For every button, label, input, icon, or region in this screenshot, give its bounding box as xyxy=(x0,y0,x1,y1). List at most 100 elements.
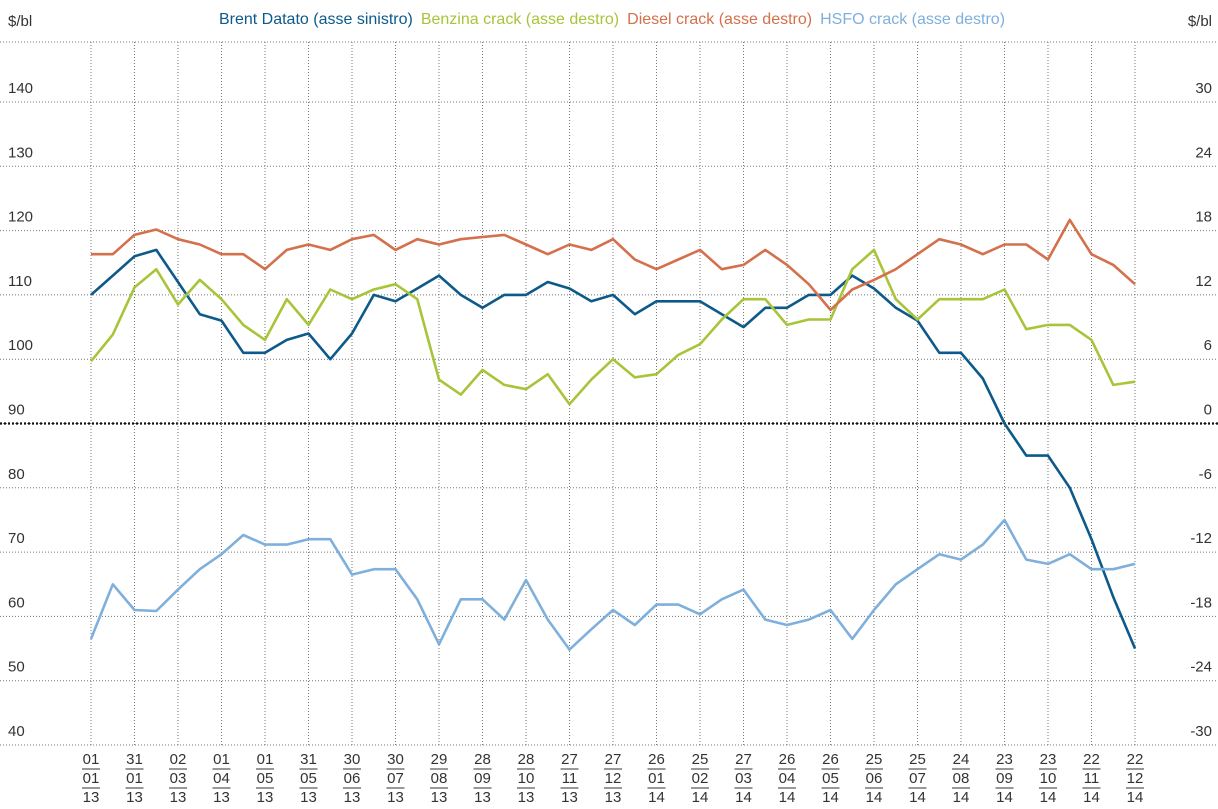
x-tick-label: 04 xyxy=(779,770,796,787)
x-tick-label: 14 xyxy=(779,789,796,806)
x-tick-label: 28 xyxy=(518,751,535,768)
x-tick-label: 11 xyxy=(1084,770,1100,787)
series-line xyxy=(89,248,1136,406)
y-tick-label: 60 xyxy=(8,594,25,611)
x-tick-label: 30 xyxy=(387,751,404,768)
x-tick-label: 13 xyxy=(300,789,317,806)
x-tick-label: 14 xyxy=(692,789,709,806)
y-tick-label: 50 xyxy=(8,659,25,676)
x-tick-label: 14 xyxy=(735,789,752,806)
x-tick-label: 13 xyxy=(561,789,578,806)
y-tick-label: 80 xyxy=(8,466,25,483)
x-tick-label: 07 xyxy=(909,770,926,787)
x-tick-label: 25 xyxy=(692,751,709,768)
x-tick-label: 13 xyxy=(170,789,187,806)
x-tick-label: 27 xyxy=(605,751,622,768)
x-tick-label: 13 xyxy=(605,789,622,806)
x-tick-label: 06 xyxy=(866,770,883,787)
x-tick-label: 29 xyxy=(431,751,448,768)
x-tick-label: 07 xyxy=(387,770,404,787)
x-tick-label: 30 xyxy=(344,751,361,768)
x-tick-label: 25 xyxy=(866,751,883,768)
x-tick-label: 14 xyxy=(1083,789,1100,806)
y2-tick-label: -12 xyxy=(1190,530,1212,547)
y2-tick-label: 0 xyxy=(1204,401,1212,418)
x-tick-label: 31 xyxy=(300,751,317,768)
y-tick-label: 70 xyxy=(8,530,25,547)
x-tick-label: 01 xyxy=(257,751,274,768)
x-tick-label: 14 xyxy=(996,789,1013,806)
x-tick-label: 05 xyxy=(300,770,317,787)
x-tick-label: 02 xyxy=(692,770,709,787)
x-tick-label: 14 xyxy=(953,789,970,806)
x-tick-label: 24 xyxy=(953,751,970,768)
x-tick-label: 03 xyxy=(735,770,752,787)
x-tick-label: 26 xyxy=(822,751,839,768)
x-tick-label: 27 xyxy=(735,751,752,768)
x-tick-label: 10 xyxy=(518,770,535,787)
x-tick-label: 13 xyxy=(83,789,100,806)
y2-axis-label: $/bl xyxy=(1188,13,1212,30)
y2-tick-label: 24 xyxy=(1195,144,1212,161)
x-tick-label: 14 xyxy=(909,789,926,806)
x-tick-label: 14 xyxy=(822,789,839,806)
y-axis-label: $/bl xyxy=(8,13,32,30)
y-tick-label: 40 xyxy=(8,723,25,740)
x-tick-label: 09 xyxy=(474,770,491,787)
x-tick-label: 14 xyxy=(1127,789,1144,806)
x-tick-label: 12 xyxy=(605,770,622,787)
x-tick-label: 13 xyxy=(344,789,361,806)
y-tick-label: 130 xyxy=(8,144,33,161)
x-tick-label: 01 xyxy=(648,770,665,787)
x-tick-label: 03 xyxy=(170,770,187,787)
y-tick-label: 90 xyxy=(8,401,25,418)
y2-tick-label: 18 xyxy=(1195,209,1212,226)
x-tick-label: 09 xyxy=(996,770,1013,787)
x-tick-label: 23 xyxy=(1040,751,1057,768)
x-tick-label: 26 xyxy=(779,751,796,768)
x-tick-label: 14 xyxy=(866,789,883,806)
x-tick-label: 12 xyxy=(1127,770,1144,787)
x-tick-label: 01 xyxy=(126,770,143,787)
y2-tick-label: -24 xyxy=(1190,659,1212,676)
x-tick-label: 22 xyxy=(1127,751,1144,768)
legend-entry: Diesel crack (asse destro) xyxy=(627,11,812,28)
y-tick-label: 110 xyxy=(8,273,32,290)
x-tick-label: 11 xyxy=(562,770,578,787)
y2-tick-label: -30 xyxy=(1190,723,1212,740)
x-tick-label: 14 xyxy=(1040,789,1057,806)
series-line xyxy=(91,218,1136,312)
x-tick-label: 08 xyxy=(953,770,970,787)
x-tick-label: 27 xyxy=(561,751,578,768)
x-tick-label: 13 xyxy=(474,789,491,806)
x-tick-label: 13 xyxy=(213,789,230,806)
x-tick-label: 28 xyxy=(474,751,491,768)
series-line xyxy=(90,248,1137,650)
y2-tick-label: 30 xyxy=(1195,80,1212,97)
x-tick-label: 01 xyxy=(213,751,230,768)
x-tick-label: 05 xyxy=(257,770,274,787)
legend-entry: Benzina crack (asse destro) xyxy=(421,11,619,28)
y-tick-label: 100 xyxy=(8,337,33,354)
series-line xyxy=(89,518,1136,651)
x-tick-label: 01 xyxy=(83,770,100,787)
legend-entry: HSFO crack (asse destro) xyxy=(820,11,1005,28)
x-tick-label: 05 xyxy=(822,770,839,787)
x-tick-label: 04 xyxy=(213,770,230,787)
y2-tick-label: -6 xyxy=(1199,466,1212,483)
x-tick-label: 13 xyxy=(518,789,535,806)
x-tick-label: 08 xyxy=(431,770,448,787)
x-tick-label: 23 xyxy=(996,751,1013,768)
x-tick-label: 22 xyxy=(1083,751,1100,768)
x-tick-label: 25 xyxy=(909,751,926,768)
y-tick-label: 120 xyxy=(8,209,33,226)
x-tick-label: 26 xyxy=(648,751,665,768)
y2-tick-label: 12 xyxy=(1195,273,1212,290)
x-tick-label: 02 xyxy=(170,751,187,768)
x-tick-label: 14 xyxy=(648,789,665,806)
x-tick-label: 13 xyxy=(431,789,448,806)
y2-tick-label: 6 xyxy=(1204,337,1212,354)
x-tick-label: 13 xyxy=(387,789,404,806)
x-tick-label: 01 xyxy=(83,751,100,768)
